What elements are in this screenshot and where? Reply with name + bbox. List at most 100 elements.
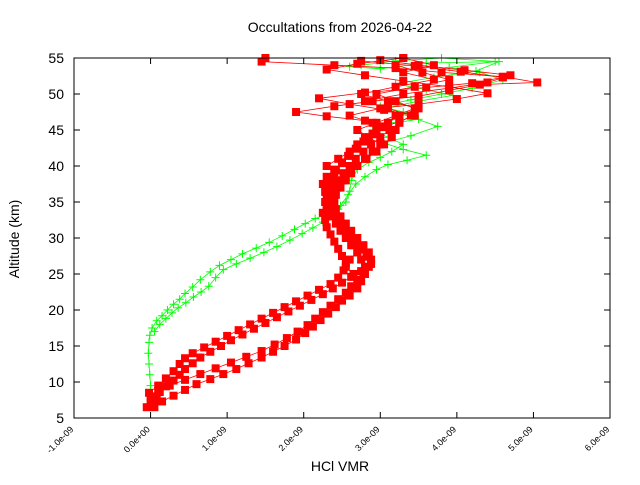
data-point-square: [292, 335, 301, 344]
data-point-square: [331, 303, 340, 312]
series-layer: [142, 54, 542, 412]
data-point-plus: [168, 308, 177, 317]
data-point-square: [284, 307, 293, 316]
x-tick-label: 0.0e+00: [122, 424, 152, 454]
data-point-plus: [150, 327, 159, 336]
data-point-plus: [403, 156, 412, 165]
data-point-square: [380, 105, 389, 114]
data-point-square: [339, 169, 348, 178]
data-point-square: [475, 80, 484, 89]
data-point-plus: [219, 265, 228, 274]
data-point-square: [338, 219, 346, 228]
y-axis-label: Altitude (km): [6, 200, 22, 279]
data-point-square: [330, 61, 339, 70]
data-point-plus: [437, 90, 446, 98]
data-point-square: [372, 118, 381, 127]
data-point-square: [445, 84, 454, 93]
data-point-square: [322, 183, 331, 192]
data-point-plus: [145, 338, 154, 347]
data-point-square: [387, 133, 396, 142]
data-point-square: [211, 337, 220, 346]
data-point-square: [330, 169, 339, 178]
data-point-plus: [406, 131, 415, 140]
data-point-square: [301, 329, 310, 338]
data-point-square: [345, 291, 354, 300]
data-point-square: [206, 347, 215, 356]
data-point-square: [328, 284, 337, 293]
data-point-square: [533, 78, 542, 87]
data-point-square: [334, 273, 343, 282]
data-point-square: [269, 347, 278, 356]
data-point-square: [367, 255, 376, 264]
data-point-square: [345, 100, 354, 109]
data-point-square: [410, 104, 419, 113]
data-point-square: [169, 391, 178, 400]
data-point-square: [357, 90, 366, 98]
data-point-square: [347, 226, 356, 235]
data-point-square: [322, 223, 331, 232]
data-point-plus: [145, 331, 154, 340]
data-point-square: [158, 397, 167, 406]
data-point-square: [452, 95, 461, 104]
data-point-square: [295, 301, 304, 310]
data-point-square: [257, 347, 266, 356]
data-point-plus: [197, 288, 206, 296]
data-point-square: [330, 205, 339, 214]
data-point-square: [385, 126, 394, 134]
data-point-square: [391, 126, 400, 134]
data-point-plus: [265, 238, 274, 247]
data-point-square: [383, 97, 392, 106]
data-point-square: [380, 123, 389, 132]
data-point-plus: [161, 314, 170, 323]
data-point-square: [376, 133, 385, 142]
data-point-plus: [144, 349, 153, 358]
data-point-plus: [399, 145, 408, 154]
data-point-square: [506, 71, 515, 80]
data-point-plus: [360, 172, 369, 181]
data-point-square: [322, 112, 331, 121]
data-point-plus: [155, 320, 164, 329]
data-point-square: [154, 381, 163, 390]
data-point-square: [181, 354, 190, 363]
data-point-square: [422, 83, 431, 92]
data-point-square: [344, 151, 353, 160]
data-point-plus: [298, 229, 307, 238]
data-point-plus: [181, 298, 190, 307]
data-point-square: [334, 183, 343, 192]
data-point-plus: [383, 160, 392, 169]
data-point-square: [362, 252, 371, 261]
data-point-square: [257, 314, 266, 323]
data-point-plus: [145, 360, 154, 368]
data-point-square: [418, 68, 427, 77]
data-point-square: [324, 309, 333, 318]
data-point-plus: [238, 249, 247, 258]
data-point-square: [206, 375, 215, 384]
data-point-square: [360, 262, 369, 271]
data-point-square: [345, 234, 354, 242]
data-point-plus: [188, 282, 197, 291]
data-point-square: [316, 316, 325, 325]
data-point-square: [188, 349, 197, 358]
data-point-plus: [345, 187, 354, 196]
data-point-square: [376, 140, 385, 149]
data-point-square: [334, 244, 343, 253]
data-point-square: [321, 187, 330, 196]
data-point-plus: [301, 219, 310, 228]
data-point-square: [360, 154, 369, 163]
data-point-plus: [376, 64, 385, 73]
data-point-square: [353, 234, 362, 242]
data-point-square: [238, 330, 247, 339]
data-point-square: [391, 97, 400, 106]
data-point-plus: [422, 151, 431, 160]
data-point-square: [437, 68, 446, 77]
data-point-plus: [372, 165, 381, 174]
chart-title: Occultations from 2026-04-22: [248, 19, 433, 35]
data-point-square: [498, 73, 507, 82]
data-point-square: [349, 270, 358, 278]
x-tick-label: 2.0e-09: [276, 424, 305, 453]
data-point-square: [357, 56, 366, 65]
data-point-square: [399, 77, 408, 86]
data-point-square: [234, 326, 243, 335]
data-point-plus: [290, 225, 299, 234]
data-point-plus: [226, 255, 235, 264]
